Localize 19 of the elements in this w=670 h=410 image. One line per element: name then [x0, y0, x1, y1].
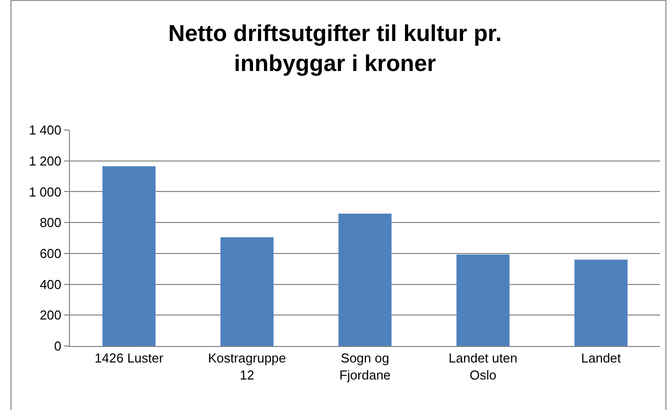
- x-tick-label: Sogn og Fjordane: [339, 350, 391, 382]
- x-tick-label: 1426 Luster: [94, 350, 164, 366]
- y-tick-label: 200: [40, 308, 62, 323]
- y-tick-label: 600: [40, 246, 62, 261]
- bar: [338, 214, 392, 346]
- y-tick-label: 800: [40, 215, 62, 230]
- y-tick-label: 1 200: [28, 153, 62, 168]
- y-tick-label: 1 000: [28, 184, 62, 200]
- bar: [574, 260, 628, 346]
- y-tick-label: 0: [54, 338, 62, 354]
- chart-title: Netto driftsutgifter til kultur pr. innbyggar i kroner: [168, 20, 502, 76]
- bar: [456, 254, 510, 346]
- bar: [220, 237, 274, 346]
- x-tick-label: Landet uten Oslo: [448, 350, 518, 382]
- y-tick-label: 1 400: [28, 122, 62, 138]
- y-tick-label: 400: [40, 276, 62, 292]
- x-tick-label: Kostragruppe 12: [208, 350, 286, 382]
- x-tick-label: Landet: [581, 350, 622, 366]
- bar: [102, 166, 156, 346]
